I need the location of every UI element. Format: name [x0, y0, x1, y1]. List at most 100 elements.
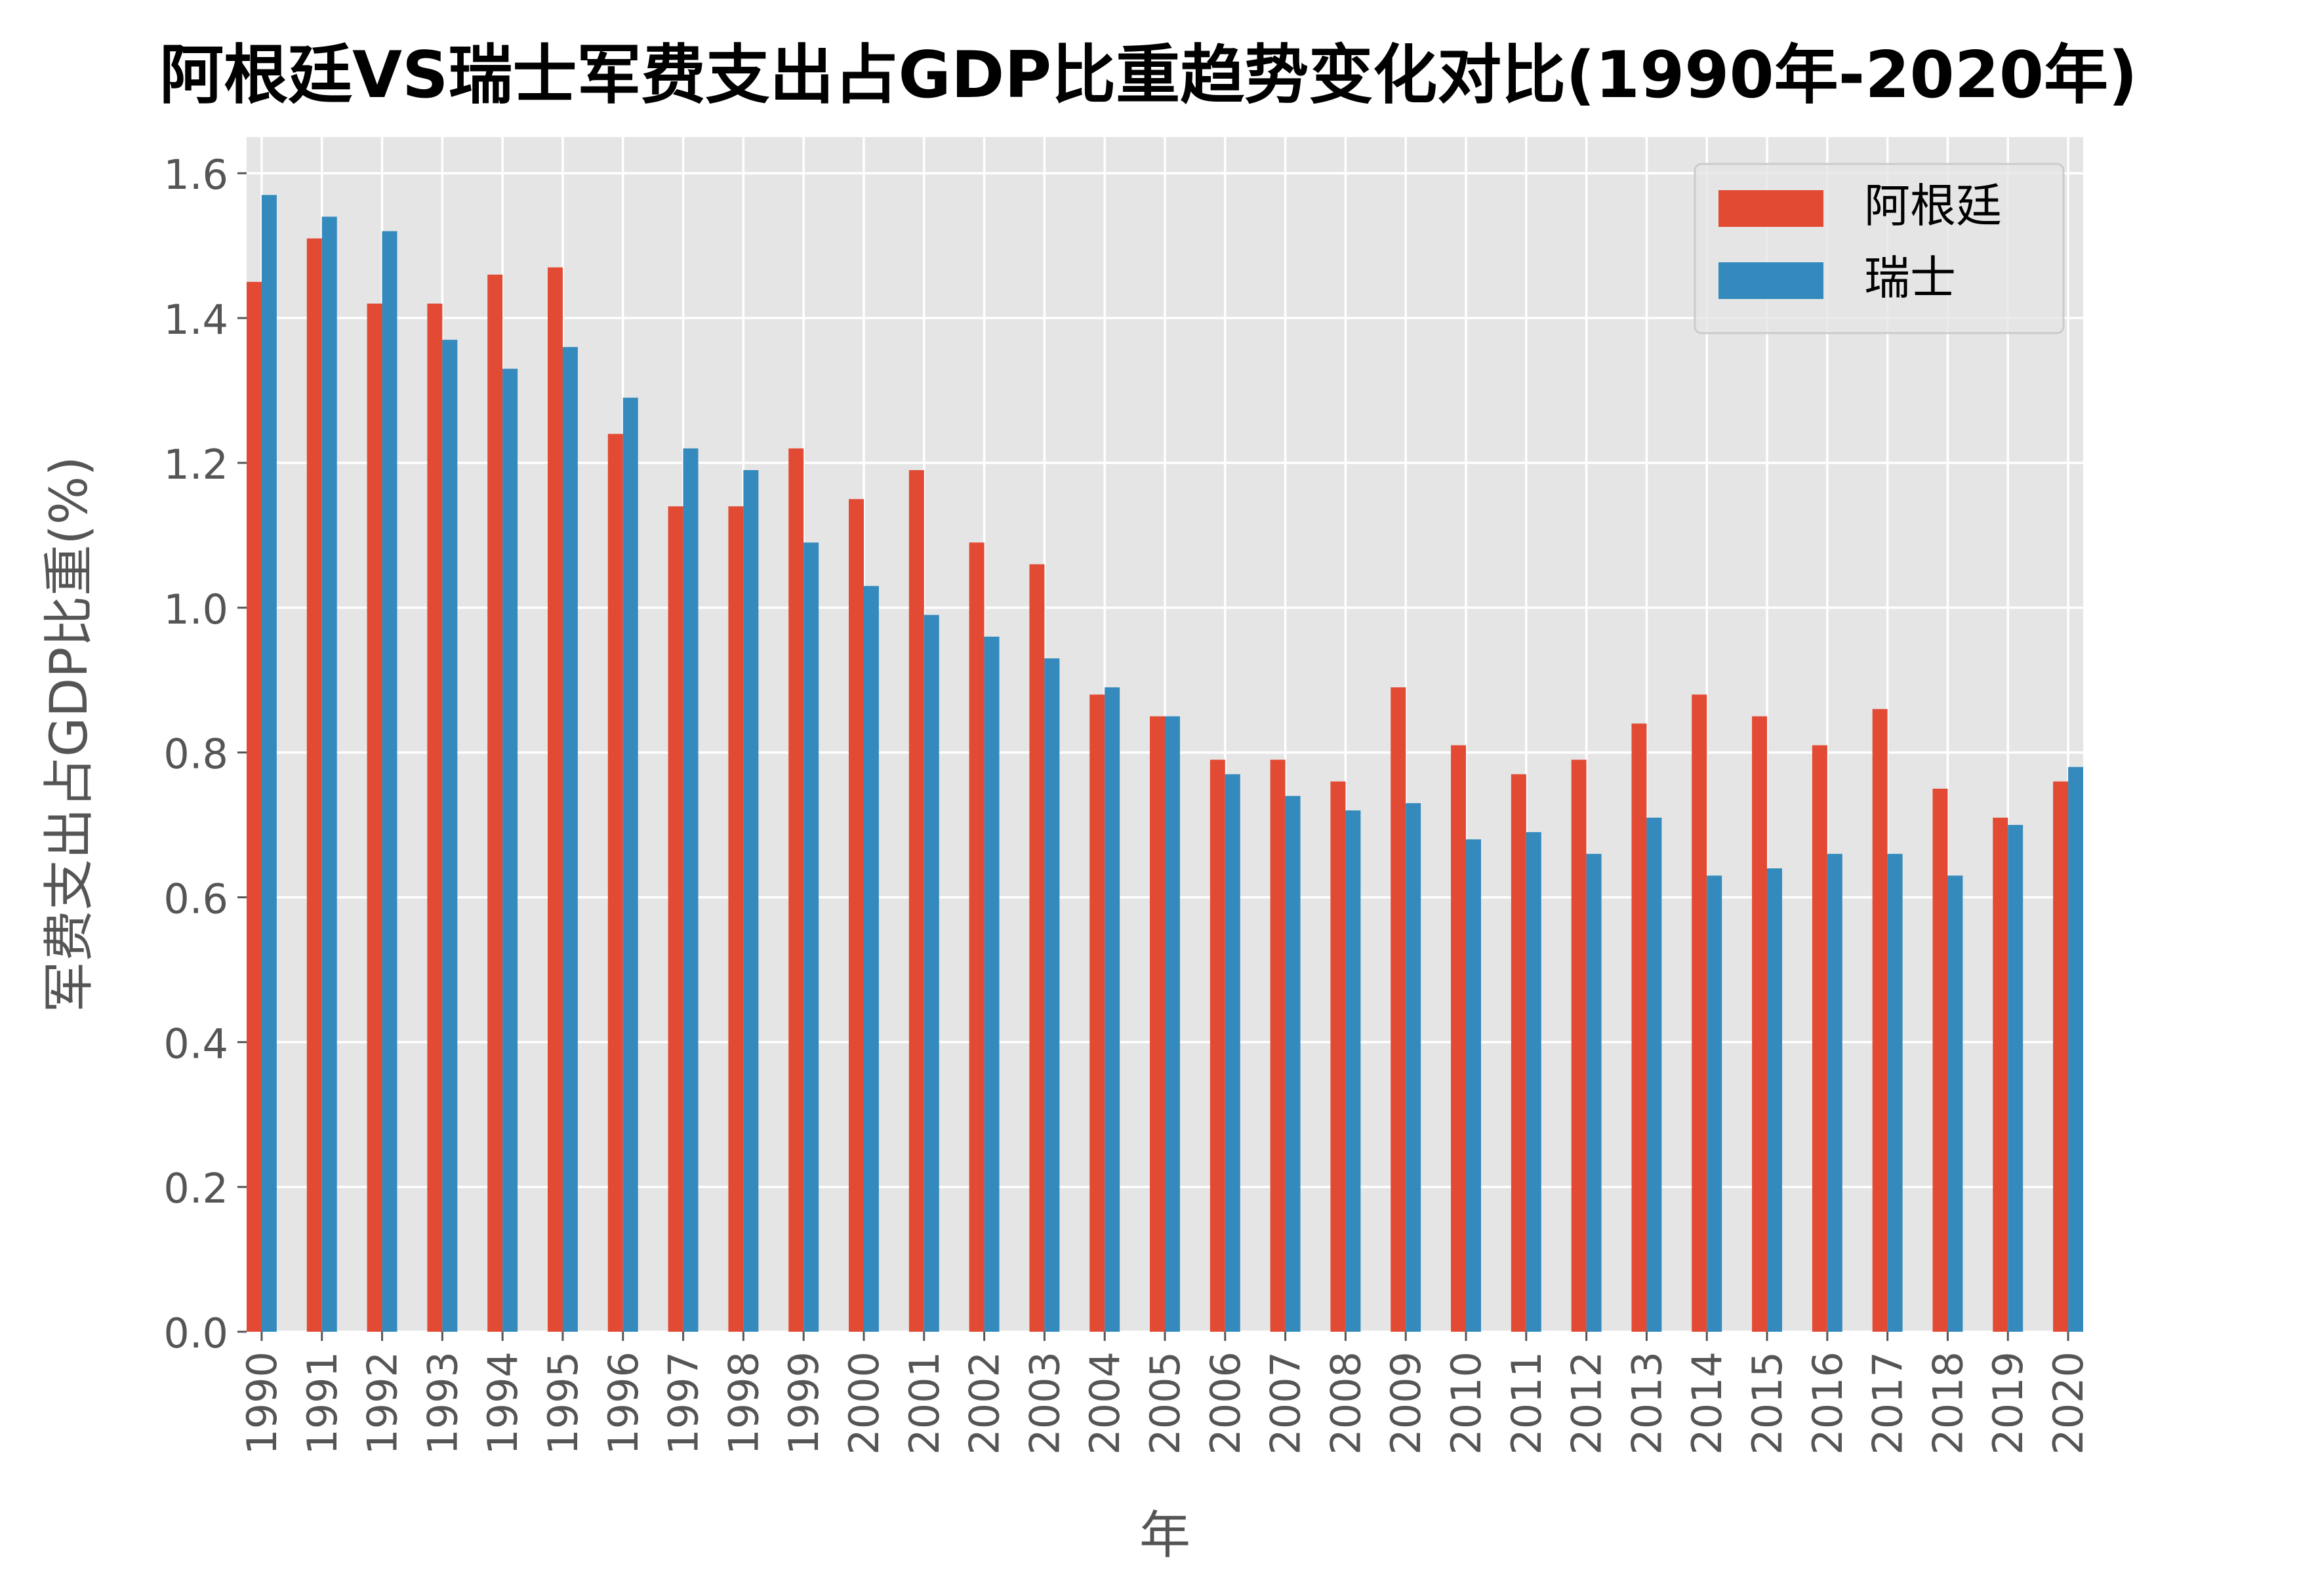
bar-argentina — [2053, 781, 2069, 1332]
bar-switzerland — [924, 614, 939, 1332]
y-tick-label: 1.4 — [163, 296, 228, 344]
bar-switzerland — [1285, 795, 1301, 1332]
bar-argentina — [1511, 774, 1526, 1332]
bar-argentina — [1932, 788, 1948, 1332]
bar-switzerland — [321, 216, 337, 1332]
x-tick-label: 2016 — [1804, 1351, 1852, 1455]
bar-switzerland — [1887, 854, 1903, 1332]
y-axis: 0.0 0.2 0.4 0.6 0.8 1.0 1.2 1.4 1.6 — [163, 151, 247, 1357]
x-tick-label: 1994 — [479, 1351, 527, 1455]
bar-switzerland — [2068, 767, 2083, 1332]
bars — [247, 195, 2083, 1332]
bar-argentina — [1993, 817, 2008, 1332]
x-tick-label: 2012 — [1563, 1351, 1611, 1455]
x-tick-label: 1993 — [418, 1351, 466, 1455]
bar-argentina — [487, 274, 503, 1332]
bar-switzerland — [1105, 687, 1120, 1332]
x-tick-label: 2000 — [840, 1351, 888, 1455]
y-tick-label: 0.2 — [163, 1165, 228, 1212]
bar-switzerland — [1526, 832, 1541, 1332]
bar-switzerland — [1406, 803, 1421, 1332]
y-axis-label: 军费支出占GDP比重(%) — [40, 456, 99, 1013]
x-tick-label: 1991 — [298, 1351, 346, 1455]
bar-switzerland — [562, 347, 578, 1332]
y-tick-label: 1.2 — [163, 441, 228, 489]
bar-switzerland — [1707, 875, 1722, 1332]
y-tick-label: 0.6 — [163, 875, 228, 923]
bar-switzerland — [1827, 854, 1842, 1332]
bar-argentina — [1330, 781, 1346, 1332]
x-tick-label: 1995 — [539, 1351, 587, 1455]
x-tick-label: 1997 — [660, 1351, 708, 1455]
bar-argentina — [788, 448, 804, 1332]
legend-swatch — [1718, 190, 1823, 227]
bar-switzerland — [1466, 839, 1481, 1332]
bar-switzerland — [622, 397, 638, 1332]
bar-argentina — [1209, 759, 1225, 1332]
bar-switzerland — [863, 586, 879, 1332]
x-tick-label: 2006 — [1202, 1351, 1250, 1455]
x-axis: 1990 1991 1992 1993 1994 1995 1996 1997 1998 1999… — [238, 1332, 2092, 1455]
bar-argentina — [1391, 687, 1406, 1332]
y-tick-label: 0.0 — [163, 1309, 228, 1357]
bar-argentina — [427, 303, 443, 1332]
x-tick-label: 1998 — [720, 1351, 767, 1455]
bar-argentina — [1029, 564, 1045, 1332]
bar-argentina — [1571, 759, 1587, 1332]
bar-switzerland — [1586, 854, 1602, 1332]
y-tick-label: 0.8 — [163, 730, 228, 778]
bar-switzerland — [2008, 825, 2023, 1332]
x-tick-label: 2017 — [1864, 1351, 1912, 1455]
legend-label: 阿根廷 — [1864, 179, 2002, 233]
y-tick-label: 1.0 — [163, 586, 228, 633]
bar-switzerland — [984, 636, 1000, 1332]
bar-switzerland — [1225, 774, 1240, 1332]
bar-switzerland — [1165, 716, 1180, 1332]
x-tick-label: 2010 — [1442, 1351, 1490, 1455]
bar-argentina — [1752, 716, 1768, 1332]
x-tick-label: 1992 — [359, 1351, 407, 1455]
bar-argentina — [367, 303, 382, 1332]
x-tick-label: 1996 — [600, 1351, 647, 1455]
bar-argentina — [1270, 759, 1286, 1332]
x-tick-label: 2011 — [1503, 1351, 1551, 1455]
bar-switzerland — [803, 542, 819, 1332]
bar-argentina — [1150, 716, 1165, 1332]
bar-argentina — [728, 506, 744, 1332]
x-tick-label: 2007 — [1262, 1351, 1310, 1455]
bar-argentina — [306, 238, 322, 1332]
bar-switzerland — [1767, 868, 1782, 1332]
x-tick-label: 2020 — [2044, 1351, 2092, 1455]
x-tick-label: 1990 — [238, 1351, 286, 1455]
bar-argentina — [908, 469, 924, 1332]
x-tick-label: 2009 — [1382, 1351, 1430, 1455]
x-tick-label: 2002 — [961, 1351, 1009, 1455]
bar-switzerland — [1947, 875, 1963, 1332]
bar-switzerland — [502, 369, 518, 1332]
bar-argentina — [548, 267, 563, 1332]
y-tick-label: 0.4 — [163, 1020, 228, 1067]
bar-switzerland — [743, 469, 759, 1332]
x-tick-label: 1999 — [780, 1351, 828, 1455]
y-tick-label: 1.6 — [163, 151, 228, 199]
bar-argentina — [1631, 723, 1647, 1332]
bar-switzerland — [683, 448, 699, 1332]
bar-argentina — [849, 499, 864, 1332]
legend-swatch — [1718, 262, 1823, 299]
bar-switzerland — [1646, 817, 1662, 1332]
x-tick-label: 2001 — [901, 1351, 948, 1455]
bar-argentina — [969, 542, 985, 1332]
bar-argentina — [607, 433, 623, 1332]
x-tick-label: 2008 — [1322, 1351, 1370, 1455]
x-tick-label: 2013 — [1623, 1351, 1671, 1455]
bar-argentina — [668, 506, 683, 1332]
x-axis-label: 年 — [1139, 1506, 1190, 1565]
x-tick-label: 2004 — [1081, 1351, 1129, 1455]
bar-argentina — [1089, 694, 1105, 1332]
bar-switzerland — [442, 340, 458, 1332]
x-tick-label: 2003 — [1021, 1351, 1068, 1455]
bar-switzerland — [261, 195, 277, 1332]
